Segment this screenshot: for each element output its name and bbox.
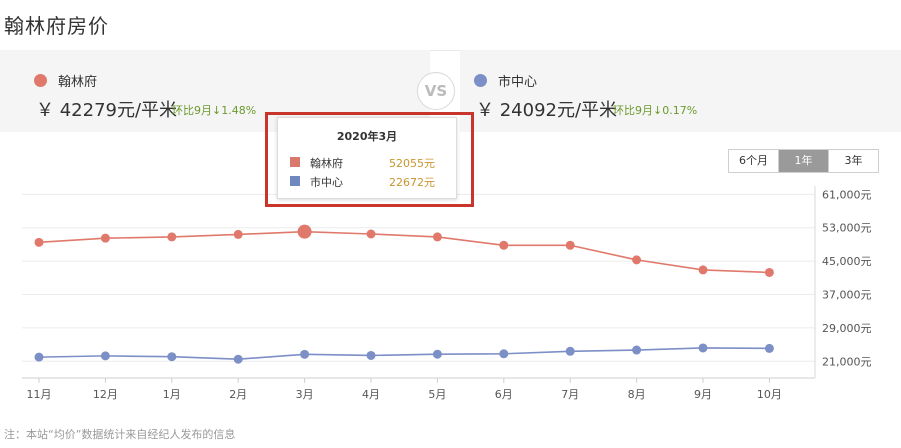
data-point	[167, 352, 177, 362]
x-tick-label: 6月	[495, 388, 513, 401]
data-point	[34, 352, 44, 362]
data-point	[167, 232, 177, 242]
data-point	[764, 343, 774, 353]
tooltip-swatch-city	[290, 176, 300, 186]
data-point	[233, 354, 243, 364]
y-tick-label: 37,000元	[822, 289, 872, 302]
property-name: 翰林府	[58, 75, 98, 90]
city-name: 市中心	[498, 75, 538, 90]
tooltip-value-city: 22672元	[389, 176, 435, 189]
tooltip-name-city: 市中心	[310, 176, 343, 189]
data-point	[632, 255, 642, 265]
footnote: 注：本站“均价”数据统计来自经纪人发布的信息	[4, 428, 236, 441]
tooltip-row-property: 翰林府 52055元	[290, 155, 445, 170]
y-tick-label: 53,000元	[822, 222, 872, 235]
tab-6-months[interactable]: 6个月	[729, 150, 779, 172]
data-point	[565, 240, 575, 250]
y-tick-label: 29,000元	[822, 322, 872, 335]
data-point	[100, 351, 110, 361]
x-tick-label: 8月	[628, 388, 646, 401]
series-line-property	[38, 230, 770, 274]
x-tick-label: 4月	[362, 388, 380, 401]
tooltip-swatch-property	[290, 157, 300, 167]
data-point	[565, 346, 575, 356]
card-city-center: 市中心 ￥ 24092元/平米 环比9月↓0.17%	[460, 50, 901, 132]
x-tick-label: 3月	[296, 388, 314, 401]
data-point	[366, 229, 376, 239]
property-color-dot	[34, 74, 47, 87]
tooltip-highlight-frame	[265, 112, 474, 207]
y-tick-label: 21,000元	[822, 355, 872, 368]
tooltip-name-property: 翰林府	[310, 157, 343, 170]
time-range-tabs: 6个月 1年 3年	[728, 149, 879, 173]
data-point	[366, 350, 376, 360]
tab-3-years[interactable]: 3年	[829, 150, 878, 172]
x-tick-label: 9月	[694, 388, 712, 401]
tooltip-row-city: 市中心 22672元	[290, 174, 445, 189]
series-line-city	[38, 347, 770, 361]
x-tick-label: 1月	[163, 388, 181, 401]
property-price: ￥ 42279元/平米	[36, 100, 178, 121]
data-point	[499, 240, 509, 250]
x-tick-label: 11月	[27, 388, 52, 401]
data-point	[100, 233, 110, 243]
chart-tooltip: 2020年3月 翰林府 52055元 市中心 22672元	[277, 117, 457, 199]
data-point	[300, 349, 310, 359]
x-tick-label: 7月	[561, 388, 579, 401]
data-point	[432, 232, 442, 242]
data-point	[764, 267, 774, 277]
tab-1-year[interactable]: 1年	[779, 150, 829, 172]
city-color-dot	[474, 74, 487, 87]
city-change: 环比9月↓0.17%	[613, 104, 698, 117]
data-point	[698, 343, 708, 353]
data-point	[698, 265, 708, 275]
tooltip-date: 2020年3月	[336, 130, 398, 143]
page-title: 翰林府房价	[4, 14, 109, 38]
x-tick-label: 12月	[93, 388, 118, 401]
data-point	[632, 345, 642, 355]
vs-badge: VS	[417, 72, 455, 110]
data-point	[432, 349, 442, 359]
tooltip-value-property: 52055元	[389, 157, 435, 170]
property-change: 环比9月↓1.48%	[172, 104, 257, 117]
city-price: ￥ 24092元/平米	[476, 100, 618, 121]
data-point	[34, 237, 44, 247]
x-tick-label: 5月	[428, 388, 446, 401]
y-tick-label: 61,000元	[822, 188, 872, 201]
comparison-cards: 翰林府 ￥ 42279元/平米 环比9月↓1.48% 市中心 ￥ 24092元/…	[0, 50, 901, 132]
data-point	[297, 224, 312, 239]
data-point	[499, 349, 509, 359]
y-tick-label: 45,000元	[822, 255, 872, 268]
x-tick-label: 2月	[229, 388, 247, 401]
x-tick-label: 10月	[757, 388, 782, 401]
data-point	[233, 229, 243, 239]
